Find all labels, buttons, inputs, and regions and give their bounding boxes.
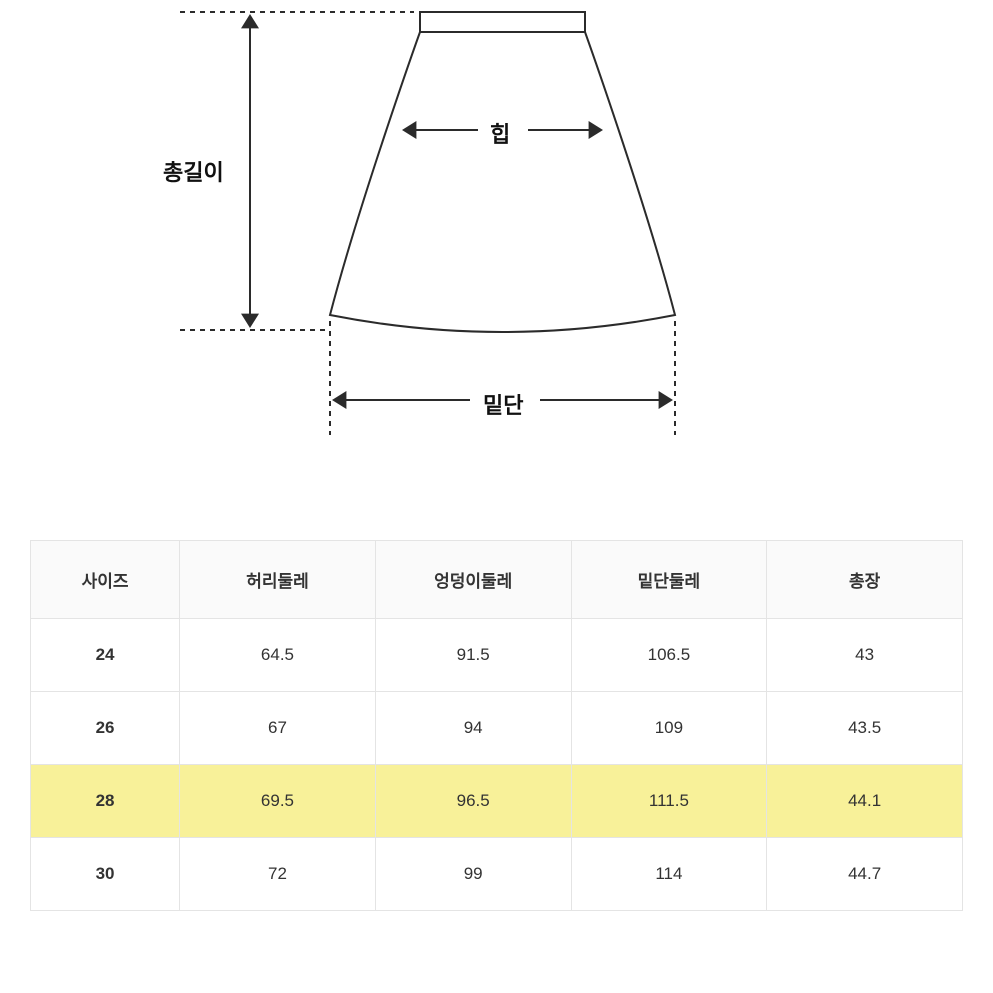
page: 총길이 힙 밑단 사이즈허리둘레엉덩이둘레밑단둘레총장 2464.591.510… — [0, 0, 993, 993]
skirt-diagram-svg — [0, 0, 993, 500]
table-header: 사이즈 — [31, 541, 180, 619]
value-cell: 106.5 — [571, 619, 767, 692]
size-cell: 24 — [31, 619, 180, 692]
table-header: 허리둘레 — [180, 541, 376, 619]
table-row: 2869.596.5111.544.1 — [31, 765, 963, 838]
size-table: 사이즈허리둘레엉덩이둘레밑단둘레총장 2464.591.5106.5432667… — [30, 540, 963, 911]
label-hem: 밑단 — [483, 388, 523, 420]
size-cell: 30 — [31, 838, 180, 911]
value-cell: 43.5 — [767, 692, 963, 765]
table-row: 26679410943.5 — [31, 692, 963, 765]
value-cell: 72 — [180, 838, 376, 911]
value-cell: 44.1 — [767, 765, 963, 838]
size-cell: 26 — [31, 692, 180, 765]
value-cell: 44.7 — [767, 838, 963, 911]
value-cell: 94 — [375, 692, 571, 765]
value-cell: 114 — [571, 838, 767, 911]
value-cell: 43 — [767, 619, 963, 692]
table-header: 엉덩이둘레 — [375, 541, 571, 619]
table-header: 총장 — [767, 541, 963, 619]
table-header: 밑단둘레 — [571, 541, 767, 619]
value-cell: 109 — [571, 692, 767, 765]
value-cell: 111.5 — [571, 765, 767, 838]
label-total-length: 총길이 — [163, 155, 224, 187]
table-row: 30729911444.7 — [31, 838, 963, 911]
value-cell: 99 — [375, 838, 571, 911]
value-cell: 69.5 — [180, 765, 376, 838]
size-table-area: 사이즈허리둘레엉덩이둘레밑단둘레총장 2464.591.5106.5432667… — [0, 500, 993, 993]
value-cell: 67 — [180, 692, 376, 765]
value-cell: 96.5 — [375, 765, 571, 838]
label-hip: 힙 — [490, 117, 510, 149]
value-cell: 64.5 — [180, 619, 376, 692]
size-cell: 28 — [31, 765, 180, 838]
value-cell: 91.5 — [375, 619, 571, 692]
table-row: 2464.591.5106.543 — [31, 619, 963, 692]
size-diagram: 총길이 힙 밑단 — [0, 0, 993, 500]
